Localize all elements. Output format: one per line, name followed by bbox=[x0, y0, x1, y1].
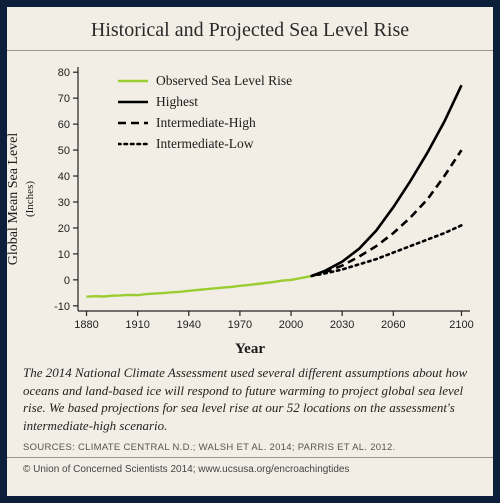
legend: Observed Sea Level Rise Highest Intermed… bbox=[118, 71, 292, 155]
legend-item-highest: Highest bbox=[118, 92, 292, 113]
legend-label: Highest bbox=[156, 92, 198, 113]
svg-text:60: 60 bbox=[58, 119, 70, 131]
legend-item-observed: Observed Sea Level Rise bbox=[118, 71, 292, 92]
svg-text:1880: 1880 bbox=[74, 319, 98, 331]
legend-swatch-inter-high bbox=[118, 116, 148, 130]
chart-title: Historical and Projected Sea Level Rise bbox=[7, 7, 493, 51]
svg-text:1940: 1940 bbox=[177, 319, 201, 331]
caption: The 2014 National Climate Assessment use… bbox=[7, 358, 493, 440]
legend-label: Observed Sea Level Rise bbox=[156, 71, 292, 92]
legend-swatch-inter-low bbox=[118, 137, 148, 151]
y-axis-title: Global Mean Sea Level bbox=[6, 133, 22, 266]
y-axis-subtitle: (Inches) bbox=[24, 181, 36, 217]
svg-text:0: 0 bbox=[64, 275, 70, 287]
x-axis-title: Year bbox=[7, 341, 493, 358]
legend-label: Intermediate-High bbox=[156, 113, 256, 134]
svg-text:1910: 1910 bbox=[125, 319, 149, 331]
svg-text:40: 40 bbox=[58, 171, 70, 183]
figure-card: Historical and Projected Sea Level Rise … bbox=[0, 0, 500, 503]
svg-text:50: 50 bbox=[58, 145, 70, 157]
svg-text:20: 20 bbox=[58, 223, 70, 235]
svg-text:2100: 2100 bbox=[449, 319, 473, 331]
legend-item-inter-low: Intermediate-Low bbox=[118, 134, 292, 155]
legend-item-inter-high: Intermediate-High bbox=[118, 113, 292, 134]
svg-text:10: 10 bbox=[58, 249, 70, 261]
svg-text:80: 80 bbox=[58, 67, 70, 79]
copyright-line: © Union of Concerned Scientists 2014; ww… bbox=[7, 457, 493, 475]
legend-swatch-highest bbox=[118, 95, 148, 109]
svg-text:30: 30 bbox=[58, 197, 70, 209]
svg-text:2000: 2000 bbox=[279, 319, 303, 331]
sources-line: SOURCES: CLIMATE CENTRAL N.D.; WALSH ET … bbox=[7, 440, 493, 457]
chart-area: Global Mean Sea Level (Inches) -10010203… bbox=[20, 59, 480, 339]
svg-text:70: 70 bbox=[58, 93, 70, 105]
svg-text:-10: -10 bbox=[54, 301, 70, 313]
legend-label: Intermediate-Low bbox=[156, 134, 253, 155]
svg-text:1970: 1970 bbox=[228, 319, 252, 331]
legend-swatch-observed bbox=[118, 74, 148, 88]
svg-text:2060: 2060 bbox=[381, 319, 405, 331]
svg-text:2030: 2030 bbox=[330, 319, 354, 331]
